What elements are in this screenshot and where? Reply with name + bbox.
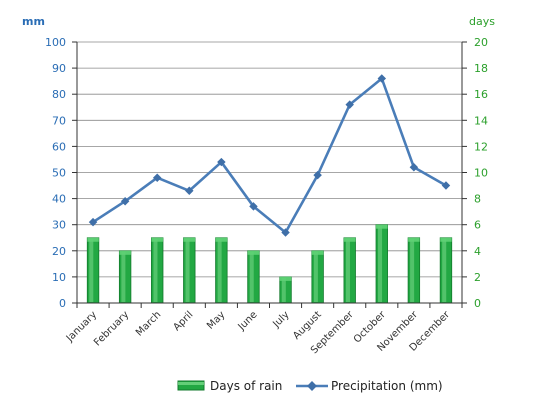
- legend-item-days-of-rain: Days of rain: [177, 379, 282, 393]
- right-tick-label: 14: [474, 114, 488, 127]
- line-point: [441, 181, 451, 190]
- left-tick-label: 80: [52, 88, 66, 101]
- right-tick-label: 8: [474, 193, 481, 206]
- bar-cap: [376, 224, 388, 229]
- grid-lines: [77, 41, 462, 278]
- bar-highlight: [345, 238, 350, 302]
- line-point: [345, 100, 354, 109]
- right-tick-label: 16: [474, 88, 488, 101]
- legend: Days of rain Precipitation (mm): [177, 379, 443, 393]
- x-tick-label: August: [291, 309, 324, 342]
- x-tick-label: May: [205, 309, 227, 331]
- right-tick-label: 10: [474, 167, 488, 180]
- right-tick-label: 6: [474, 219, 481, 232]
- left-tick-label: 30: [52, 219, 66, 232]
- right-tick-label: 12: [474, 140, 488, 153]
- left-tick-label: 10: [52, 271, 66, 284]
- bar-highlight: [121, 251, 126, 302]
- left-tick-label: 70: [52, 114, 66, 127]
- right-tick-label: 20: [474, 36, 488, 49]
- legend-swatch-bar: [177, 380, 205, 391]
- bar-highlight: [313, 251, 318, 302]
- left-tick-label: 90: [52, 62, 66, 75]
- bar-cap: [343, 237, 356, 242]
- line-series-precipitation: [88, 74, 451, 237]
- legend-swatch-bar-highlight: [178, 382, 204, 385]
- bar-cap: [119, 250, 131, 255]
- bar-highlight: [185, 238, 190, 302]
- x-tick-label: April: [171, 309, 195, 333]
- bar-series-days-of-rain: [86, 224, 453, 304]
- left-tick-label: 100: [45, 36, 66, 49]
- right-tick-label: 18: [474, 62, 488, 75]
- precipitation-line: [92, 77, 447, 234]
- bar-cap: [408, 237, 420, 242]
- axes: [72, 41, 467, 308]
- bar-highlight: [153, 238, 158, 302]
- bar-highlight: [442, 238, 447, 302]
- x-tick-label: June: [236, 309, 260, 333]
- right-tick-label: 2: [474, 271, 481, 284]
- bar-cap: [440, 237, 452, 242]
- left-tick-label: 60: [52, 140, 66, 153]
- line-point: [281, 228, 290, 237]
- bar-highlight: [410, 238, 415, 302]
- x-tick-label: March: [134, 309, 163, 338]
- line-point: [313, 170, 322, 180]
- x-tick-label: February: [92, 309, 131, 348]
- bar-highlight: [217, 238, 222, 302]
- line-point: [185, 186, 194, 196]
- legend-label-precipitation: Precipitation (mm): [331, 379, 443, 393]
- bar-highlight: [281, 277, 286, 302]
- bar-highlight: [378, 225, 383, 302]
- bar-highlight: [89, 238, 94, 302]
- legend-item-precipitation: Precipitation (mm): [296, 379, 443, 393]
- bar-cap: [215, 237, 228, 242]
- line-point: [217, 157, 226, 167]
- legend-label-days-of-rain: Days of rain: [210, 379, 282, 393]
- left-axis-unit-label: mm: [22, 15, 45, 28]
- right-tick-label: 4: [474, 245, 481, 258]
- left-tick-label: 0: [59, 297, 66, 310]
- bar-cap: [151, 237, 163, 242]
- bar-cap: [311, 250, 324, 255]
- line-point: [409, 163, 419, 172]
- x-tick-label: July: [270, 309, 291, 330]
- line-point: [88, 217, 98, 227]
- line-point: [120, 196, 130, 206]
- legend-swatch-marker: [307, 381, 317, 391]
- right-axis-unit-label: days: [469, 15, 495, 28]
- tick-labels: 0 10 20 30 40 50 60 70 80 90 100 0 2 4 6 8 10 12 14 16 18 20 J…: [45, 36, 488, 356]
- left-tick-label: 20: [52, 245, 66, 258]
- bar-cap: [183, 237, 196, 242]
- left-tick-label: 40: [52, 193, 66, 206]
- bar-cap: [247, 250, 260, 255]
- line-point: [377, 74, 387, 83]
- bar-cap: [87, 237, 99, 242]
- line-point: [152, 173, 162, 182]
- bar-cap: [279, 276, 292, 281]
- bar-highlight: [249, 251, 254, 302]
- right-tick-label: 0: [474, 297, 481, 310]
- left-tick-label: 50: [52, 167, 66, 180]
